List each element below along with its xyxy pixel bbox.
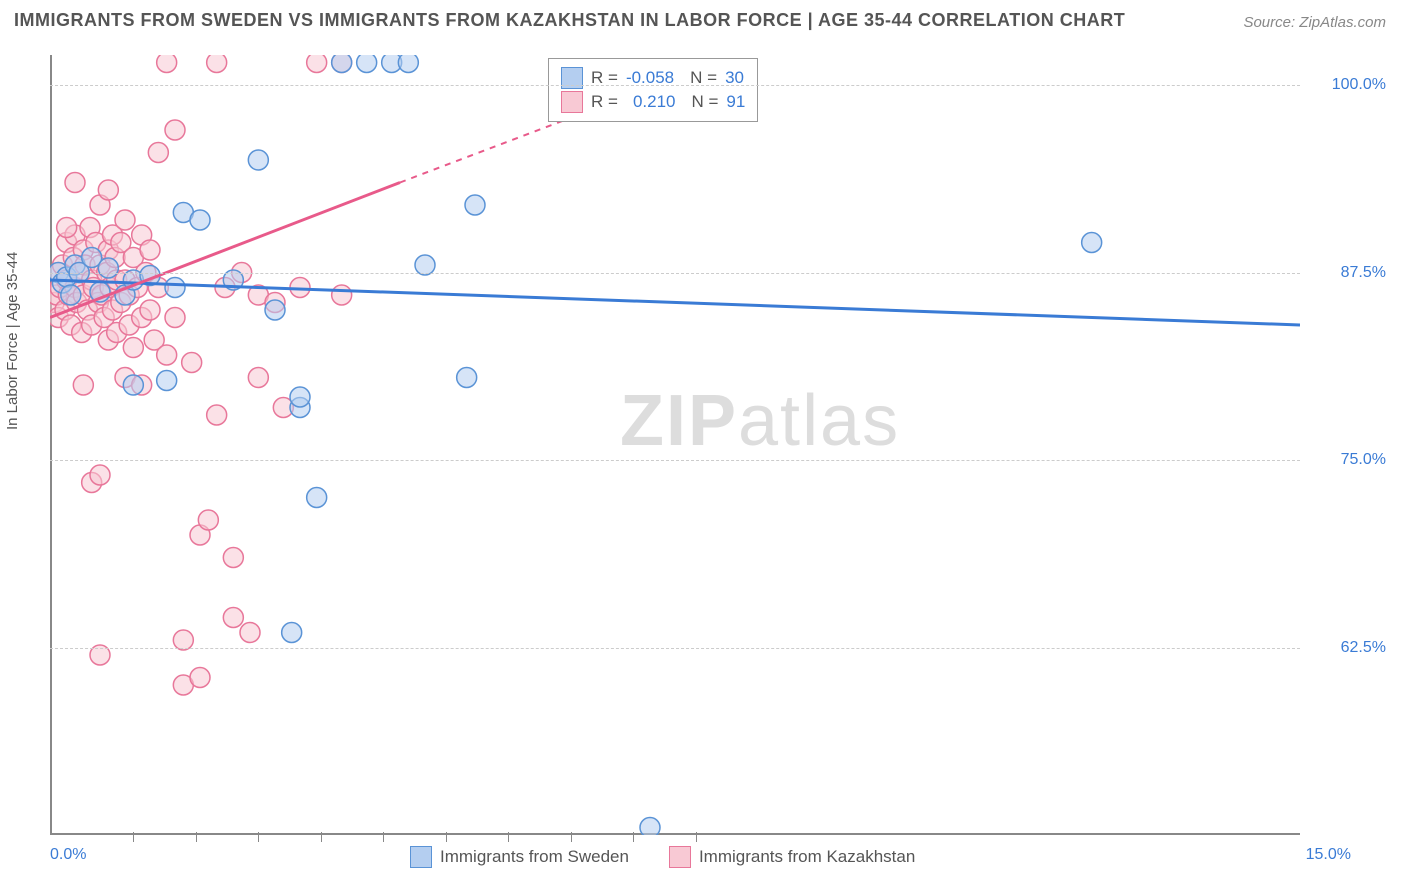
- x-tick-label: 15.0%: [1306, 846, 1351, 864]
- legend-r-value: 0.210: [633, 92, 676, 112]
- x-tick-mark: [696, 832, 697, 842]
- series-legend-label: Immigrants from Sweden: [440, 847, 629, 867]
- x-tick-mark: [508, 832, 509, 842]
- series-legend-item: Immigrants from Sweden: [410, 846, 629, 868]
- legend-swatch-pink: [669, 846, 691, 868]
- legend-n-label: N =: [691, 92, 718, 112]
- x-tick-label: 0.0%: [50, 846, 86, 864]
- gridline: [50, 85, 1300, 86]
- x-tick-mark: [446, 832, 447, 842]
- chart-title: IMMIGRANTS FROM SWEDEN VS IMMIGRANTS FRO…: [14, 10, 1125, 31]
- y-axis-label: In Labor Force | Age 35-44: [4, 252, 21, 430]
- series-legend: Immigrants from Sweden Immigrants from K…: [410, 846, 915, 868]
- x-tick-mark: [321, 832, 322, 842]
- x-tick-mark: [633, 832, 634, 842]
- y-tick-label: 87.5%: [1341, 264, 1386, 282]
- y-tick-label: 75.0%: [1341, 451, 1386, 469]
- y-tick-label: 62.5%: [1341, 639, 1386, 657]
- series-legend-label: Immigrants from Kazakhstan: [699, 847, 915, 867]
- gridline: [50, 460, 1300, 461]
- chart-source: Source: ZipAtlas.com: [1243, 14, 1386, 31]
- x-tick-mark: [133, 832, 134, 842]
- x-tick-mark: [196, 832, 197, 842]
- legend-r-label: R =: [591, 92, 618, 112]
- gridline: [50, 648, 1300, 649]
- gridline: [50, 273, 1300, 274]
- stats-legend-row: R = 0.210 N = 91: [561, 91, 745, 113]
- stats-legend: R = -0.058 N = 30 R = 0.210 N = 91: [548, 58, 758, 122]
- legend-n-value: 91: [726, 92, 745, 112]
- x-tick-mark: [571, 832, 572, 842]
- scatter-chart: [50, 55, 1300, 835]
- legend-swatch-pink: [561, 91, 583, 113]
- series-legend-item: Immigrants from Kazakhstan: [669, 846, 915, 868]
- x-tick-mark: [383, 832, 384, 842]
- y-tick-label: 100.0%: [1332, 76, 1386, 94]
- legend-swatch-blue: [410, 846, 432, 868]
- x-tick-mark: [258, 832, 259, 842]
